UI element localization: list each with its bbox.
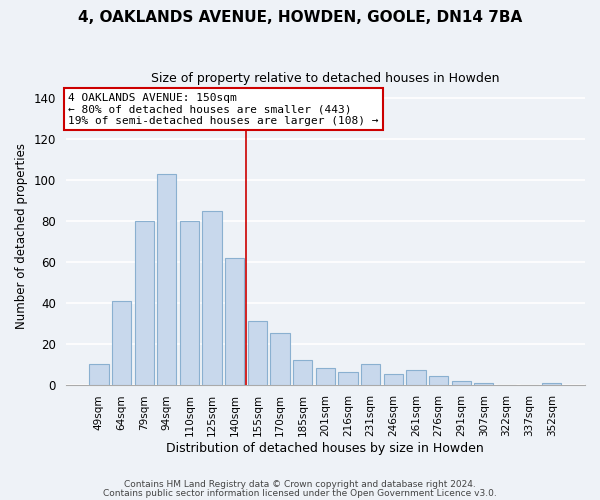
Bar [202, 211, 222, 384]
Bar [429, 376, 448, 384]
Bar [452, 380, 471, 384]
Bar [271, 334, 290, 384]
Bar [542, 382, 562, 384]
Bar [134, 221, 154, 384]
Bar [225, 258, 244, 384]
Bar [112, 300, 131, 384]
Text: Contains public sector information licensed under the Open Government Licence v3: Contains public sector information licen… [103, 489, 497, 498]
Bar [474, 382, 493, 384]
Title: Size of property relative to detached houses in Howden: Size of property relative to detached ho… [151, 72, 500, 86]
Bar [157, 174, 176, 384]
Bar [406, 370, 425, 384]
Bar [248, 321, 267, 384]
Text: 4, OAKLANDS AVENUE, HOWDEN, GOOLE, DN14 7BA: 4, OAKLANDS AVENUE, HOWDEN, GOOLE, DN14 … [78, 10, 522, 25]
Bar [383, 374, 403, 384]
Y-axis label: Number of detached properties: Number of detached properties [15, 144, 28, 330]
Text: Contains HM Land Registry data © Crown copyright and database right 2024.: Contains HM Land Registry data © Crown c… [124, 480, 476, 489]
Bar [316, 368, 335, 384]
Bar [361, 364, 380, 384]
Text: 4 OAKLANDS AVENUE: 150sqm
← 80% of detached houses are smaller (443)
19% of semi: 4 OAKLANDS AVENUE: 150sqm ← 80% of detac… [68, 92, 379, 126]
Bar [89, 364, 109, 384]
Bar [293, 360, 313, 384]
Bar [180, 221, 199, 384]
X-axis label: Distribution of detached houses by size in Howden: Distribution of detached houses by size … [166, 442, 484, 455]
Bar [338, 372, 358, 384]
